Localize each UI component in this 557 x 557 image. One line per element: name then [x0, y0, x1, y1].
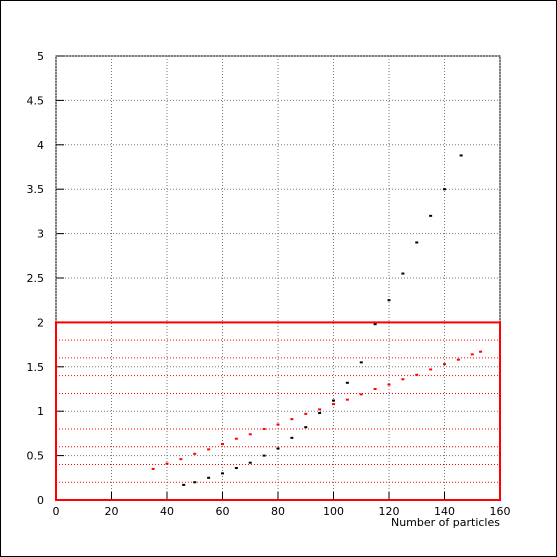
x-tick-label: 120: [379, 505, 400, 518]
y-tick-label: 3: [37, 228, 44, 241]
point: [415, 373, 419, 376]
point: [318, 408, 322, 411]
x-tick-label: 60: [216, 505, 230, 518]
point: [373, 388, 377, 390]
y-tick-label: 5: [37, 50, 44, 63]
point: [207, 448, 211, 451]
x-tick-label: 40: [160, 505, 174, 518]
x-tick-label: 160: [490, 505, 511, 518]
y-tick-label: 1: [37, 405, 44, 418]
x-tick-label: 80: [271, 505, 285, 518]
point: [401, 378, 405, 381]
point: [234, 437, 238, 440]
point: [429, 214, 433, 217]
y-tick-label: 0: [37, 494, 44, 507]
point: [207, 476, 211, 479]
point: [459, 154, 463, 157]
point: [151, 467, 155, 470]
point: [165, 462, 169, 465]
x-tick-label: 20: [105, 505, 119, 518]
point: [248, 433, 252, 436]
y-tick-label: 2.5: [27, 272, 45, 285]
point: [221, 443, 224, 446]
point: [234, 467, 238, 470]
point: [359, 361, 363, 364]
point: [429, 368, 433, 371]
x-axis-label: Number of particles: [391, 516, 500, 529]
point: [456, 358, 460, 361]
y-tick-label: 4.5: [27, 94, 45, 107]
y-tick-label: 2: [37, 316, 44, 329]
highlight-region: [55, 321, 501, 501]
point: [276, 423, 280, 426]
y-tick-label: 4: [37, 139, 44, 152]
point: [443, 363, 446, 366]
point: [304, 426, 308, 429]
point: [332, 399, 335, 402]
point: [345, 398, 349, 401]
point: [401, 272, 405, 275]
point: [304, 412, 308, 415]
point: [479, 350, 483, 353]
y-tick-label: 3.5: [27, 183, 45, 196]
point: [345, 381, 349, 384]
y-tick-label: 1.5: [27, 361, 45, 374]
point: [193, 452, 197, 455]
point: [443, 188, 446, 191]
point: [179, 458, 183, 461]
point: [248, 461, 252, 464]
x-tick-label: 140: [434, 505, 455, 518]
point: [221, 472, 224, 475]
point: [332, 403, 335, 406]
point: [387, 383, 391, 386]
point: [262, 454, 266, 457]
point: [387, 299, 391, 302]
point: [182, 483, 186, 486]
point: [193, 481, 197, 484]
point: [373, 323, 377, 326]
point: [276, 447, 280, 450]
point: [290, 436, 294, 439]
y-tick-label: 0.5: [27, 450, 45, 463]
point: [290, 418, 294, 421]
x-tick-label: 0: [53, 505, 60, 518]
point: [415, 241, 419, 244]
x-tick-label: 100: [323, 505, 344, 518]
point: [470, 353, 474, 356]
point: [262, 427, 266, 430]
point: [359, 393, 363, 396]
point: [318, 411, 322, 414]
